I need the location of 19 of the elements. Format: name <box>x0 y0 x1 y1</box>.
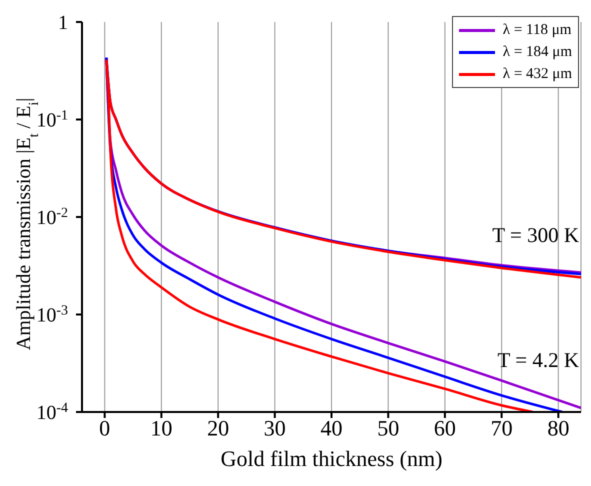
x-tick-label: 10 <box>150 416 172 441</box>
x-tick-label: 0 <box>99 416 110 441</box>
legend-label: λ = 432 μm <box>502 66 572 82</box>
legend-label: λ = 184 μm <box>502 44 572 60</box>
x-tick-label: 60 <box>434 416 456 441</box>
x-axis-title: Gold film thickness (nm) <box>220 446 442 471</box>
y-tick-label: 1 <box>58 12 68 34</box>
y-tick-label: 10$^{-2}$ <box>36 206 68 229</box>
annotation: T = 300 K <box>492 223 579 248</box>
x-tick-label: 30 <box>264 416 286 441</box>
y-tick-label: 10$^{-4}$ <box>36 400 68 424</box>
x-tick-label: 40 <box>320 416 342 441</box>
x-tick-label: 70 <box>490 416 513 441</box>
x-tick-label: 80 <box>547 416 570 441</box>
annotation: T = 4.2 K <box>498 348 579 373</box>
y-tick-label: 10$^{-3}$ <box>36 303 68 326</box>
x-tick-label: 50 <box>377 416 400 441</box>
x-tick-label: 20 <box>207 416 230 441</box>
legend-label: λ = 118 μm <box>502 22 572 38</box>
